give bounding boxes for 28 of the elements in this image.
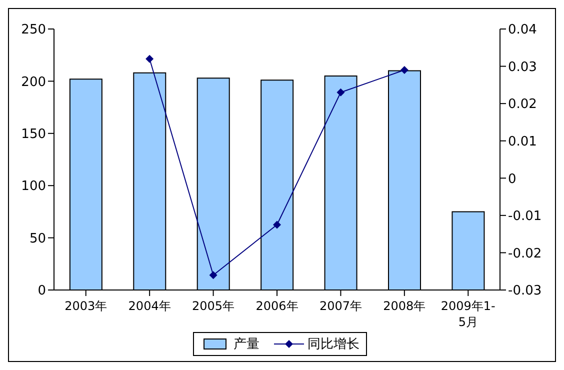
point	[209, 271, 218, 280]
point	[273, 220, 281, 229]
y-tick-label: 150	[21, 127, 46, 142]
point	[146, 54, 154, 63]
point	[336, 88, 345, 96]
y-tick-label: 100	[21, 179, 46, 194]
x-tick-label: 2009年1-5月	[440, 299, 496, 329]
y-tick-label: 250	[21, 22, 46, 38]
y2-tick-label: -0.03	[508, 284, 542, 299]
y2-tick-label: -0.01	[508, 209, 542, 224]
x-tick-label: 2004年	[128, 299, 171, 313]
y-tick-label: 50	[29, 231, 46, 246]
y2-tick-label: 0.04	[508, 22, 537, 38]
x-tick-label: 2007年	[319, 299, 362, 313]
y2-tick-label: 0.03	[508, 60, 537, 75]
x-tick-label: 2003年	[64, 299, 108, 313]
legend-label: 同比增长	[306, 336, 360, 353]
x-tick-label: 2005年	[192, 299, 235, 313]
x-tick-label: 2008年	[383, 299, 426, 313]
point	[400, 66, 408, 74]
legend-label: 产量	[232, 336, 260, 353]
y2-tick-label: 0.01	[508, 134, 537, 150]
y-tick-label: 200	[21, 74, 46, 90]
y-tick-label: 0	[38, 284, 46, 299]
y2-tick-label: 0	[508, 172, 516, 187]
y2-tick-label: 0.02	[508, 97, 537, 112]
y2-tick-label: -0.02	[508, 246, 542, 262]
x-tick-label: 2006年	[256, 299, 298, 313]
